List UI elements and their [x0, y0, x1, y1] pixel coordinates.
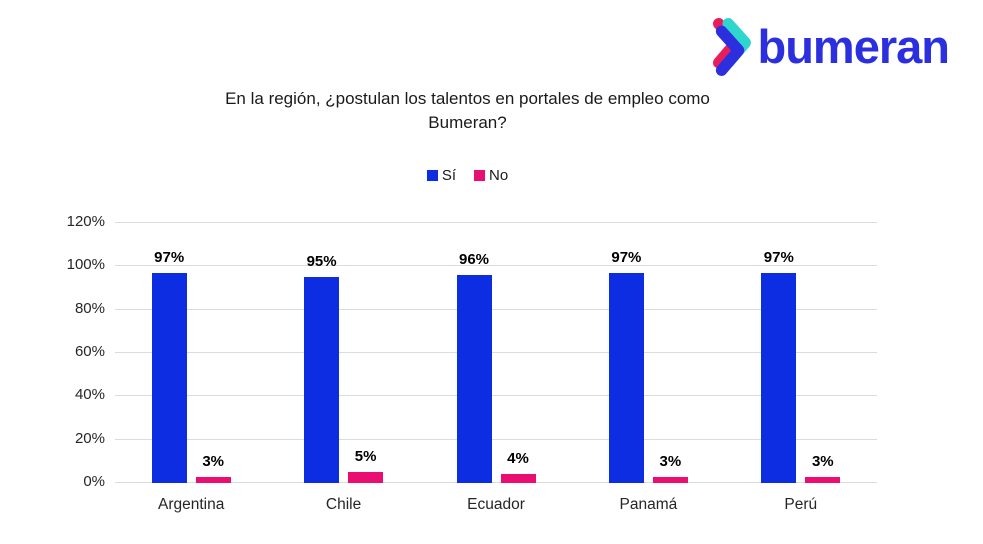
- chart-legend: Sí No: [0, 167, 935, 184]
- legend-item-si: Sí: [426, 167, 456, 184]
- gridline-20: [115, 438, 877, 440]
- chart-title-line1: En la región, ¿postulan los talentos en …: [225, 89, 710, 108]
- y-axis-tick-label: 100%: [66, 256, 105, 274]
- legend-label: Sí: [441, 167, 456, 184]
- x-axis-category-label: Argentina: [158, 496, 225, 513]
- gridline-40: [115, 395, 877, 397]
- bar-si-panama: [608, 272, 644, 483]
- y-axis-tick-label: 60%: [74, 343, 105, 360]
- x-axis-category-label: Perú: [784, 496, 818, 513]
- bar-no-panama: [652, 476, 688, 483]
- y-axis-tick-label: 40%: [74, 386, 105, 404]
- bar-no-ecuador: [500, 474, 536, 483]
- legend-swatch-si: [426, 170, 438, 181]
- chevron-blue-layer: [715, 25, 744, 76]
- bar-si-argentina: [151, 272, 187, 483]
- bar-si-chile: [304, 277, 340, 483]
- bar-value-label: 4%: [507, 450, 529, 468]
- bar-value-label: 97%: [154, 248, 185, 266]
- chart-title-line2: Bumeran?: [428, 113, 507, 132]
- bar-value-label: 3%: [202, 452, 225, 470]
- bar-value-label: 97%: [763, 248, 794, 266]
- legend-label: No: [489, 167, 509, 184]
- gridline-80: [115, 308, 877, 310]
- bar-value-label: 3%: [811, 452, 834, 470]
- chart-title: En la región, ¿postulan los talentos en …: [0, 87, 935, 135]
- legend-item-no: No: [474, 167, 508, 184]
- bar-si-ecuador: [456, 275, 492, 483]
- gridline-100: [115, 265, 877, 267]
- y-axis-tick-label: 20%: [74, 429, 105, 447]
- y-axis-tick-label: 0%: [83, 473, 105, 490]
- bumeran-logo-text: bumeran: [757, 20, 950, 73]
- bumeran-logo: bumeran: [712, 16, 950, 77]
- bar-value-label: 97%: [611, 248, 642, 266]
- gridline-60: [115, 352, 877, 353]
- bar-value-label: 96%: [458, 251, 490, 268]
- x-axis-category-label: Panamá: [619, 496, 678, 513]
- bar-value-label: 95%: [306, 253, 337, 271]
- bar-value-label: 3%: [659, 452, 682, 470]
- legend-swatch-no: [474, 170, 485, 181]
- bar-si-peru: [761, 272, 797, 483]
- bar-no-peru: [805, 476, 841, 483]
- bar-no-chile: [348, 472, 384, 483]
- gridline-120: [115, 222, 877, 223]
- gridline-0: [115, 482, 877, 483]
- x-axis-category-label: Ecuador: [467, 496, 525, 513]
- bar-value-label: 5%: [354, 448, 377, 466]
- y-axis-tick-label: 80%: [74, 299, 105, 317]
- y-axis-tick-label: 120%: [66, 213, 105, 230]
- bar-no-argentina: [195, 476, 231, 483]
- bumeran-logo-icon: [712, 18, 751, 76]
- x-axis-category-label: Chile: [325, 496, 362, 513]
